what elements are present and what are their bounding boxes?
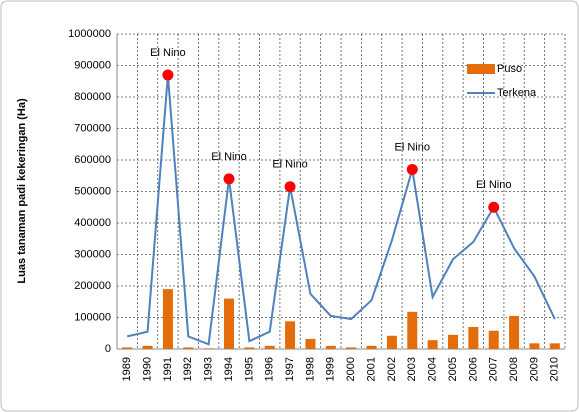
y-tick-label: 800000 xyxy=(74,91,111,103)
bar xyxy=(122,347,133,349)
legend-label: Terkena xyxy=(497,87,537,99)
bar xyxy=(366,345,377,349)
x-tick-label: 2007 xyxy=(488,357,500,381)
el-nino-marker xyxy=(162,69,174,81)
x-tick-label: 2008 xyxy=(508,357,520,381)
annotation: El Nino xyxy=(272,159,307,171)
y-tick-label: 400000 xyxy=(74,217,111,229)
y-tick-label: 1000000 xyxy=(68,28,111,40)
y-axis-label: Luas tanaman padi kekeringan (Ha) xyxy=(16,98,28,284)
x-tick-label: 1998 xyxy=(304,357,316,381)
annotation: El Nino xyxy=(395,141,430,153)
x-tick-label: 1990 xyxy=(141,357,153,381)
x-tick-label: 2010 xyxy=(549,357,561,381)
y-tick-label: 300000 xyxy=(74,248,111,260)
bar xyxy=(224,298,234,349)
annotation: El Nino xyxy=(211,151,246,163)
bar xyxy=(509,315,520,349)
x-tick-label: 1997 xyxy=(284,357,296,381)
el-nino-marker xyxy=(488,201,500,213)
x-tick-label: 1994 xyxy=(223,357,235,381)
el-nino-marker xyxy=(406,163,418,175)
x-tick-label: 1989 xyxy=(121,357,133,381)
bar xyxy=(162,289,173,349)
y-tick-label: 600000 xyxy=(74,154,111,166)
y-tick-label: 100000 xyxy=(74,311,111,323)
bar xyxy=(183,347,194,349)
bar xyxy=(244,347,255,349)
y-tick-label: 500000 xyxy=(74,185,111,197)
annotation: El Nino xyxy=(476,179,511,191)
bar xyxy=(203,348,214,349)
y-tick-label: 700000 xyxy=(74,122,111,134)
y-tick-label: 0 xyxy=(105,343,111,355)
x-tick-label: 1995 xyxy=(243,357,255,381)
bar xyxy=(285,321,296,349)
annotation: El Nino xyxy=(150,47,185,59)
x-tick-label: 2001 xyxy=(365,357,377,381)
bar xyxy=(529,343,540,349)
x-tick-label: 2009 xyxy=(528,357,540,381)
x-tick-label: 2006 xyxy=(467,357,479,381)
x-tick-label: 2002 xyxy=(386,357,398,381)
x-tick-label: 2004 xyxy=(427,357,439,381)
bar xyxy=(386,335,397,349)
bar xyxy=(549,343,560,349)
y-tick-label: 900000 xyxy=(74,59,111,71)
bar xyxy=(264,345,275,349)
bar xyxy=(427,340,438,349)
x-tick-label: 1991 xyxy=(162,357,174,381)
bar xyxy=(142,345,153,349)
x-tick-label: 1999 xyxy=(325,357,337,381)
x-tick-label: 1996 xyxy=(264,357,276,381)
bar xyxy=(346,347,357,349)
y-tick-label: 200000 xyxy=(74,280,111,292)
el-nino-marker xyxy=(284,181,296,193)
bar xyxy=(305,338,316,349)
line xyxy=(126,74,556,346)
bar xyxy=(488,330,499,349)
x-tick-label: 2003 xyxy=(406,357,418,381)
el-nino-marker xyxy=(223,173,235,185)
legend-swatch xyxy=(467,64,495,74)
bar xyxy=(407,311,418,349)
x-tick-label: 1992 xyxy=(182,357,194,381)
x-tick-label: 2000 xyxy=(345,357,357,381)
bar xyxy=(468,326,479,349)
legend-label: Puso xyxy=(497,63,522,75)
bar xyxy=(325,345,336,349)
bar xyxy=(448,334,458,349)
x-tick-label: 2005 xyxy=(447,357,459,381)
x-tick-label: 1993 xyxy=(203,357,215,381)
